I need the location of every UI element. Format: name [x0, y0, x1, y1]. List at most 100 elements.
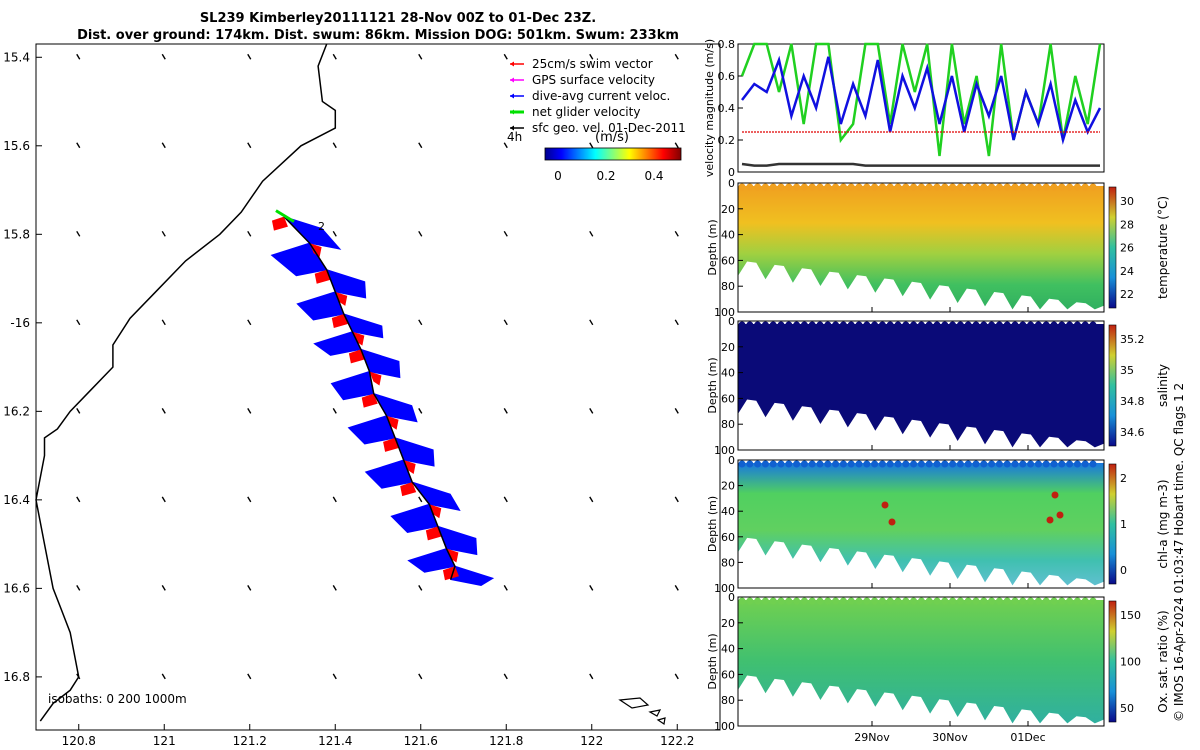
heatmap-surface-sample [777, 597, 785, 605]
heatmap-colorbar-label: salinity [1156, 364, 1170, 407]
heatmap-surface-sample [769, 321, 777, 329]
map-x-tick-label: 122.2 [660, 734, 694, 748]
map-y-tick-label: 15.8 [3, 227, 30, 241]
surface-velocity-arrow [418, 230, 423, 237]
swim-vector-fan [383, 437, 400, 452]
heatmap-surface-sample [910, 597, 918, 605]
heatmap-surface-sample [917, 597, 925, 605]
heatmap-surface-sample [956, 183, 964, 191]
heatmap-surface-sample [941, 321, 949, 329]
legend-label: 25cm/s swim vector [532, 57, 653, 71]
heatmap-surface-sample [808, 597, 816, 605]
heatmap-surface-sample [980, 321, 988, 329]
heatmap-surface-sample [754, 183, 762, 191]
heatmap-y-tick-label: 40 [721, 643, 735, 656]
surface-velocity-arrow [503, 496, 508, 503]
heatmap-surface-sample [1011, 460, 1019, 468]
heatmap-colorbar-tick-label: 22 [1120, 288, 1134, 301]
heatmap-surface-sample [738, 183, 746, 191]
heatmap-surface-sample [995, 460, 1003, 468]
map-x-tick-label: 120.8 [62, 734, 96, 748]
heatmap-surface-sample [808, 460, 816, 468]
heatmap-surface-sample [956, 460, 964, 468]
heatmap-surface-sample [769, 183, 777, 191]
velocity-ylabel: velocity magnitude (m/s) [703, 39, 716, 177]
heatmap-y-tick-label: 100 [714, 720, 735, 733]
heatmap-surface-sample [910, 321, 918, 329]
heatmap-surface-sample [949, 597, 957, 605]
heatmap-colorbar-tick-label: 50 [1120, 702, 1134, 715]
heatmap-surface-sample [988, 321, 996, 329]
heatmap-ylabel: Depth (m) [706, 496, 719, 552]
surface-velocity-arrow [332, 142, 337, 149]
surface-velocity-arrow [332, 407, 337, 414]
heatmap-surface-sample [746, 597, 754, 605]
chl-peak-sample [881, 501, 889, 509]
chl-peak-sample [1051, 491, 1059, 499]
map-x-tick-label: 121.2 [233, 734, 267, 748]
time-x-tick-label: 30Nov [932, 731, 968, 744]
heatmap-surface-sample [1058, 183, 1066, 191]
map-y-tick-label: -16 [10, 316, 30, 330]
isobaths-label: isobaths: 0 200 1000m [48, 692, 187, 706]
heatmap-colorbar-tick-label: 0 [1120, 564, 1127, 577]
swim-vector-fan [361, 393, 378, 408]
heatmap-surface-sample [1089, 460, 1097, 468]
heatmap-surface-sample [995, 597, 1003, 605]
heatmap-colorbar-label: temperature (°C) [1156, 196, 1170, 299]
heatmap-surface-sample [941, 183, 949, 191]
map-x-tick-label: 121.6 [404, 734, 438, 748]
heatmap-colorbar-tick-label: 35 [1120, 364, 1134, 377]
heatmap-surface-sample [871, 597, 879, 605]
heatmap-surface-sample [839, 597, 847, 605]
surface-velocity-arrow [589, 585, 594, 591]
swim-vector-fan [335, 291, 348, 306]
heatmap-surface-sample [910, 460, 918, 468]
surface-velocity-arrow [332, 673, 337, 680]
heatmap-surface-sample [1058, 597, 1066, 605]
heatmap-frame [737, 459, 1105, 589]
heatmap-colorbar-tick-label: 24 [1120, 265, 1134, 278]
heatmap-surface-sample [1034, 321, 1042, 329]
heatmap-surface-sample [1066, 183, 1074, 191]
velocity-series-line [741, 162, 1100, 167]
heatmap-surface-sample [956, 321, 964, 329]
heatmap-ylabel: Depth (m) [706, 219, 719, 275]
net-velocity-arrow [275, 209, 295, 223]
surface-velocity-arrow [418, 585, 423, 591]
heatmap-surface-sample [925, 183, 933, 191]
heatmap-surface-sample [824, 321, 832, 329]
heatmap-surface-sample [839, 183, 847, 191]
heatmap-surface-sample [754, 597, 762, 605]
legend-arrowhead [510, 109, 514, 115]
heatmap-surface-sample [746, 321, 754, 329]
heatmap-surface-sample [1050, 460, 1058, 468]
speed-colorbar [544, 147, 682, 161]
heatmap-surface-sample [964, 597, 972, 605]
heatmap-surface-sample [1042, 321, 1050, 329]
map-y-tick-label: 16.2 [3, 404, 30, 418]
swim-vector-fan [314, 269, 331, 284]
heatmap-surface-sample [917, 183, 925, 191]
heatmap-surface-sample [1003, 183, 1011, 191]
heatmap-surface-sample [839, 321, 847, 329]
heatmap-surface-sample [988, 183, 996, 191]
surface-velocity-arrow [418, 319, 423, 326]
surface-velocity-arrow [418, 53, 423, 60]
legend-arrowhead [510, 61, 514, 67]
velocity-y-tick-label: 0.6 [718, 70, 736, 83]
heatmap-surface-sample [925, 460, 933, 468]
track-marker-label: 2 [318, 220, 325, 233]
surface-velocity-arrow [589, 673, 594, 680]
heatmap-y-tick-label: 0 [728, 454, 735, 467]
heatmap-surface-sample [1034, 597, 1042, 605]
surface-velocity-arrow [332, 53, 337, 60]
heatmap-surface-sample [761, 460, 769, 468]
surface-velocity-arrow [332, 585, 337, 591]
heatmap-y-tick-label: 100 [714, 444, 735, 457]
heatmap-surface-sample [769, 460, 777, 468]
heatmap-surface-sample [785, 460, 793, 468]
heatmap-ylabel: Depth (m) [706, 357, 719, 413]
